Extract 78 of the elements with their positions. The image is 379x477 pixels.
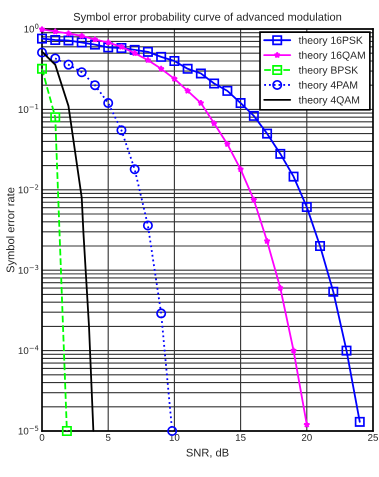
point	[196, 68, 206, 78]
point	[131, 50, 138, 56]
point	[302, 202, 312, 212]
y-tick-label: 10$^{−5}$	[18, 426, 38, 435]
y-tick-label: 10$^{0}$	[24, 24, 38, 33]
y-tick-label: 10$^{−2}$	[18, 184, 38, 194]
point	[63, 35, 74, 46]
point	[76, 37, 87, 48]
point	[104, 38, 112, 46]
point	[90, 40, 100, 50]
point	[288, 172, 299, 182]
chart-title: Symbol error probability curve of advanced modulation	[74, 12, 342, 23]
y-tick-label: 10$^{−4}$	[18, 345, 38, 354]
point	[116, 43, 126, 54]
point	[37, 34, 47, 44]
point	[118, 43, 125, 50]
point	[209, 78, 220, 88]
point	[91, 36, 98, 43]
legend-label: theory 4QAM	[298, 96, 360, 106]
point	[158, 65, 165, 72]
point	[50, 112, 60, 122]
point	[264, 238, 271, 244]
point	[76, 67, 87, 78]
point	[37, 64, 47, 74]
point	[303, 421, 310, 428]
point	[275, 148, 286, 159]
point	[250, 196, 258, 203]
point	[37, 48, 47, 58]
point	[328, 286, 338, 297]
x-tick-label: 0	[40, 434, 44, 441]
point	[156, 52, 166, 62]
legend-label: theory 16PSK	[298, 36, 363, 46]
point	[222, 86, 232, 96]
point	[170, 75, 178, 82]
point	[50, 34, 60, 45]
point	[78, 32, 86, 40]
point	[116, 125, 126, 136]
point	[182, 64, 193, 74]
point	[52, 28, 59, 35]
point	[65, 30, 72, 37]
legend-label: theory BPSK	[298, 66, 358, 76]
point	[156, 308, 166, 318]
point	[197, 99, 204, 106]
point	[262, 128, 272, 139]
point	[103, 42, 114, 52]
point	[290, 346, 298, 354]
y-axis-title: Symbol error rate	[6, 188, 17, 272]
point	[224, 140, 231, 148]
legend-label: theory 4PAM	[298, 81, 358, 91]
point	[63, 60, 74, 70]
x-axis-title: SNR, dB	[186, 448, 229, 458]
point	[50, 53, 60, 64]
y-tick-label: 10$^{−3}$	[18, 264, 38, 274]
point	[38, 26, 46, 32]
point	[142, 46, 153, 57]
point	[130, 164, 140, 174]
point	[276, 284, 284, 292]
point	[130, 44, 140, 55]
point	[90, 80, 100, 90]
point	[354, 416, 365, 427]
x-tick-label: 25	[368, 434, 378, 441]
point	[210, 120, 218, 126]
point	[103, 98, 114, 108]
point	[169, 56, 180, 66]
point	[184, 87, 192, 94]
point	[342, 346, 352, 356]
x-tick-label: 15	[236, 434, 246, 441]
y-tick-label: 10$^{−1}$	[18, 104, 38, 113]
point	[315, 240, 326, 251]
point	[236, 98, 246, 108]
point	[248, 110, 259, 121]
point	[237, 166, 244, 172]
legend-label: theory 16QAM	[298, 51, 365, 61]
point	[142, 220, 153, 230]
x-tick-label: 20	[302, 434, 312, 441]
point	[62, 426, 72, 436]
point	[144, 56, 152, 64]
x-tick-label: 5	[106, 434, 110, 441]
